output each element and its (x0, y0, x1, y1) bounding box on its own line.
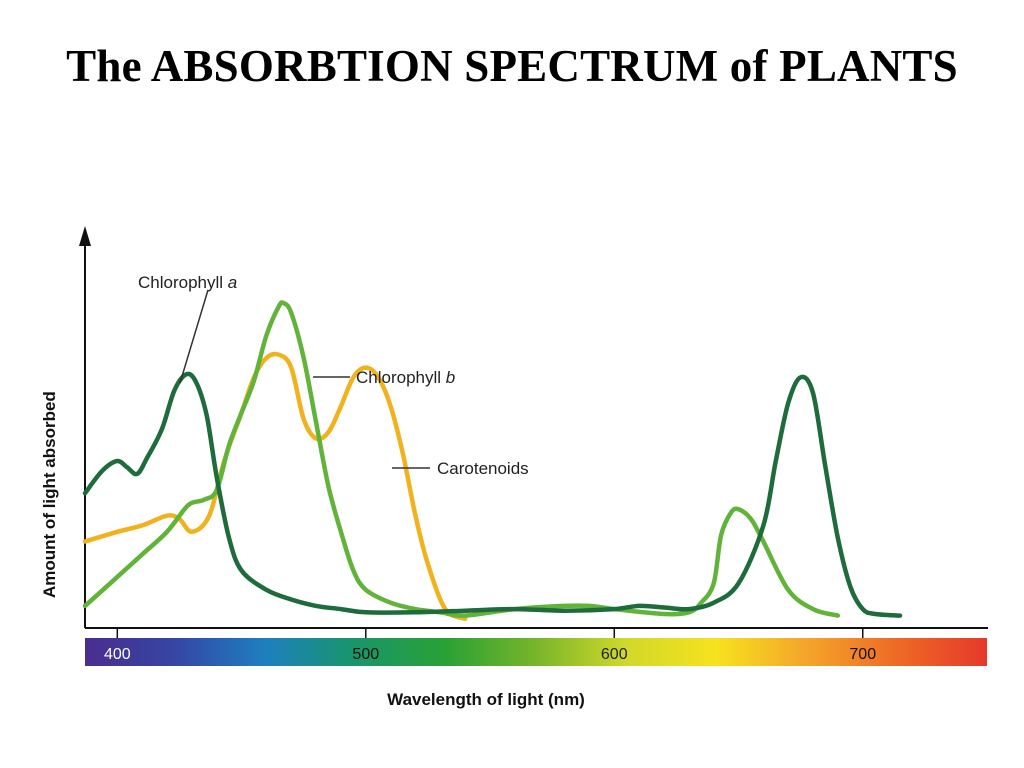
chlorophyll-a-label: Chlorophyll a (138, 273, 237, 292)
spectrum-color-bar (85, 638, 987, 666)
x-tick-marks (116, 628, 864, 638)
x-tick-label: 700 (849, 646, 876, 663)
carotenoids-curve (82, 351, 468, 622)
chlorophyll-a-curve (82, 371, 903, 618)
chlorophyll-b-curve (82, 300, 841, 618)
x-tick-label: 500 (352, 646, 379, 663)
x-tick-label: 600 (601, 646, 628, 663)
chlorophyll-a-leader-line (179, 289, 209, 384)
y-axis-title: Amount of light absorbed (40, 391, 59, 598)
y-axis-arrow-icon (79, 226, 91, 246)
carotenoids-label: Carotenoids (437, 459, 529, 478)
series-layer (82, 300, 903, 622)
x-axis-title: Wavelength of light (nm) (387, 690, 585, 709)
chlorophyll-b-label: Chlorophyll b (356, 368, 455, 387)
x-tick-label: 400 (104, 646, 131, 663)
x-tick-labels: 400 500 600 700 (104, 646, 876, 663)
slide-title: The ABSORBTION SPECTRUM of PLANTS (66, 41, 958, 91)
